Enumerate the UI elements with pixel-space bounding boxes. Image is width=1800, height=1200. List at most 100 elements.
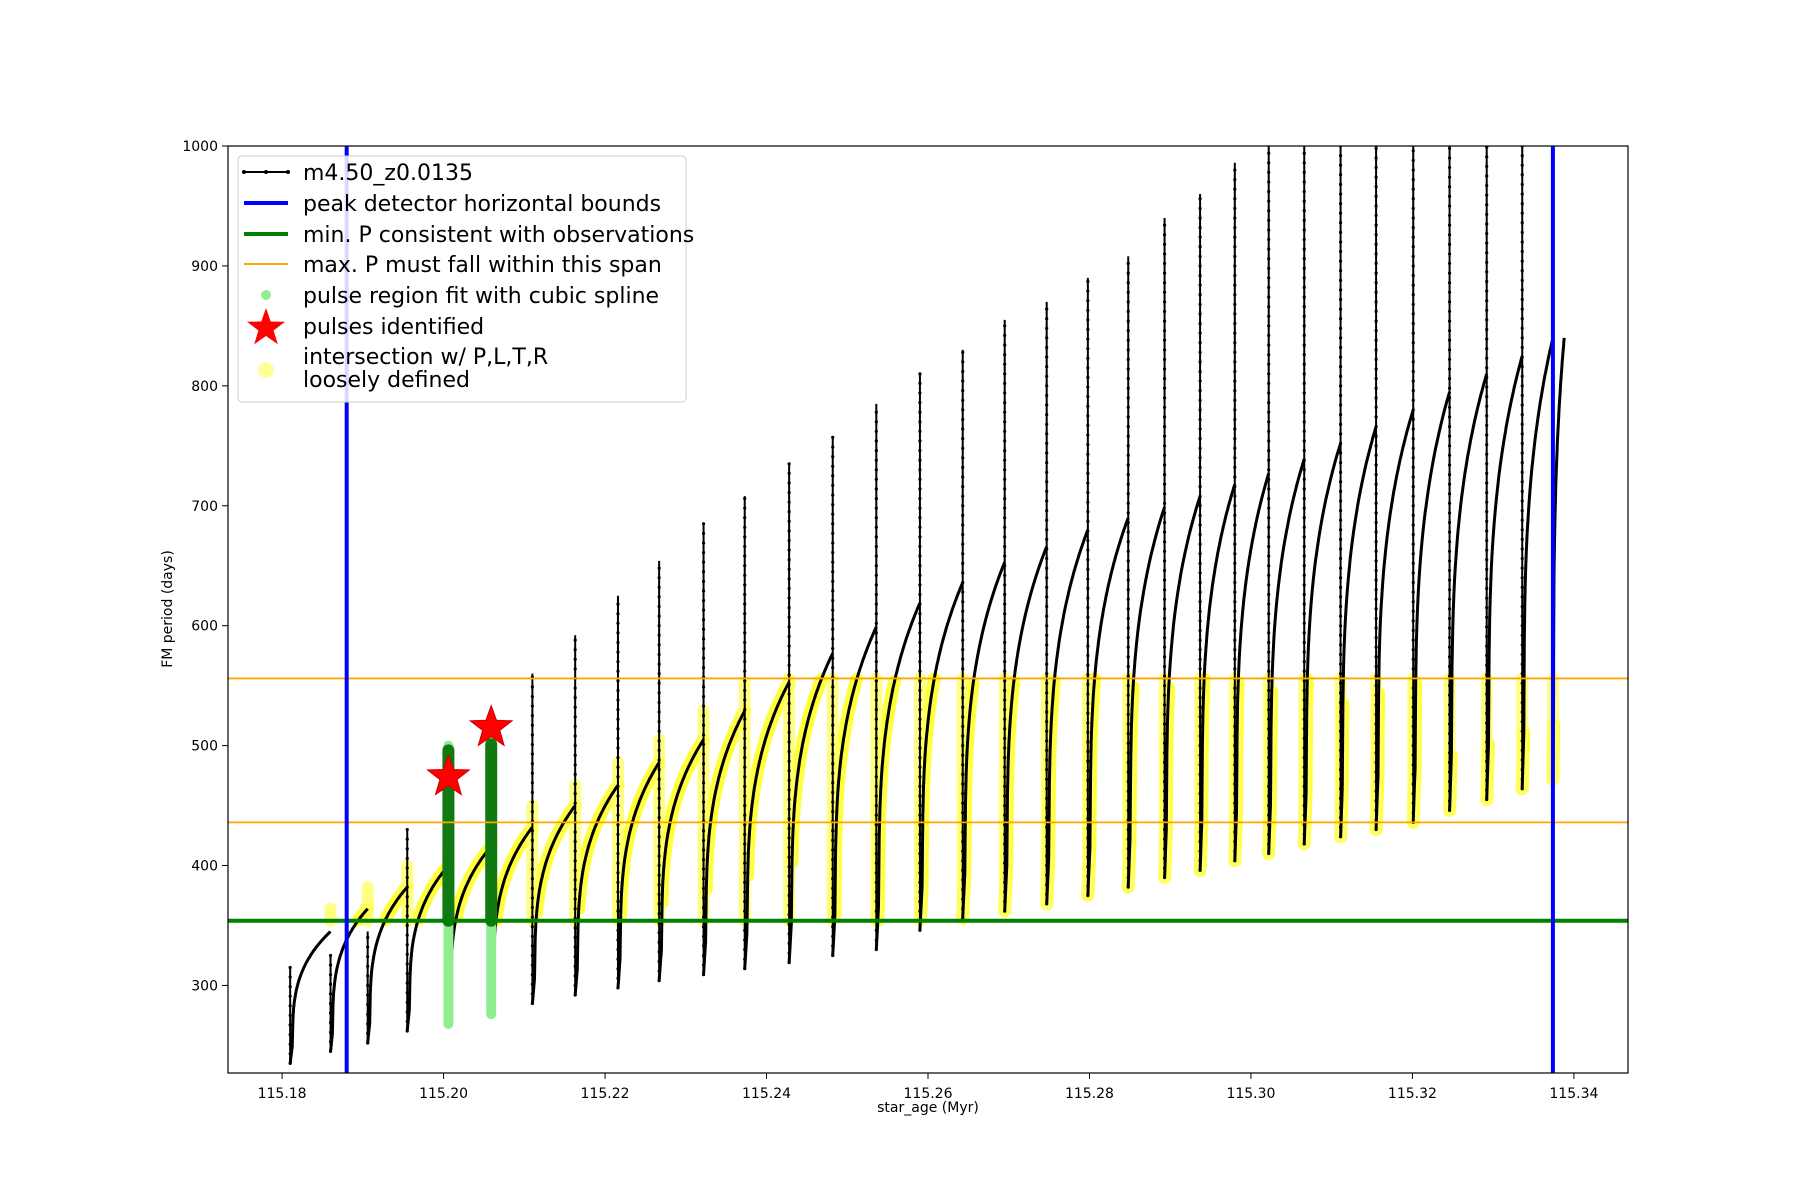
legend-handle-bigdot — [258, 362, 274, 378]
model-point — [1374, 607, 1378, 611]
model-point — [657, 710, 661, 714]
model-point — [1233, 283, 1237, 287]
model-point — [1198, 293, 1202, 297]
model-point — [1302, 803, 1306, 808]
model-point — [1086, 299, 1090, 303]
model-point — [1485, 366, 1489, 370]
model-point — [787, 538, 791, 543]
model-point — [1374, 626, 1378, 630]
model-point — [1447, 511, 1452, 515]
model-cycle-30 — [1485, 355, 1524, 800]
model-point — [1374, 789, 1378, 793]
model-point — [530, 925, 534, 929]
legend-marker — [264, 170, 268, 174]
model-point — [657, 662, 661, 666]
model-point — [1198, 580, 1202, 585]
model-point — [1162, 492, 1167, 496]
model-point — [831, 752, 835, 756]
model-point — [1162, 770, 1167, 774]
model-point — [1198, 408, 1202, 412]
x-tick-label: 115.34 — [1549, 1086, 1598, 1102]
model-point — [573, 696, 577, 700]
model-point — [366, 1041, 370, 1045]
model-point — [1198, 504, 1202, 508]
model-point — [1045, 556, 1049, 561]
model-point — [1162, 233, 1167, 237]
model-point — [743, 688, 747, 693]
model-point — [616, 727, 620, 731]
model-point — [1411, 657, 1415, 661]
model-point — [743, 525, 747, 529]
model-point — [1485, 740, 1489, 744]
model-point — [961, 724, 965, 729]
model-point — [1302, 784, 1306, 788]
model-point — [616, 756, 620, 760]
model-point — [961, 696, 965, 700]
model-point — [1233, 532, 1237, 537]
model-point — [701, 694, 706, 699]
model-cycle-10 — [702, 710, 747, 975]
model-point — [366, 1031, 370, 1036]
model-point — [405, 943, 409, 947]
model-point — [1126, 261, 1130, 266]
model-point — [1233, 360, 1237, 364]
model-point — [1003, 871, 1007, 875]
model-point — [961, 580, 965, 585]
model-point — [874, 544, 878, 549]
model-point — [918, 871, 922, 875]
model-point — [1338, 422, 1343, 426]
model-point — [657, 739, 661, 743]
model-point — [918, 506, 922, 510]
model-point — [1126, 655, 1130, 659]
model-point — [701, 934, 706, 938]
model-point — [1520, 192, 1524, 196]
model-point — [1302, 237, 1306, 242]
model-point — [1338, 566, 1343, 570]
model-point — [530, 848, 534, 852]
model-point — [573, 849, 577, 853]
model-point — [874, 784, 878, 788]
model-point — [787, 769, 791, 773]
x-axis: 115.18 115.20 115.22 115.24 115.26 115.28 115.… — [258, 1073, 1598, 1102]
legend-marker — [286, 170, 290, 174]
model-point — [1267, 698, 1271, 702]
model-point — [1233, 187, 1237, 191]
model-point — [1086, 529, 1090, 533]
model-point — [1520, 403, 1524, 407]
model-point — [1338, 173, 1343, 177]
model-point — [1003, 842, 1007, 846]
model-point — [1302, 487, 1306, 491]
model-point — [1162, 741, 1167, 745]
model-point — [1086, 462, 1090, 466]
model-point — [918, 756, 922, 760]
model-point — [657, 585, 661, 589]
model-point — [1338, 307, 1343, 311]
model-point — [918, 717, 922, 721]
model-point — [1233, 321, 1237, 326]
model-point — [1126, 664, 1130, 669]
model-point — [1086, 452, 1090, 456]
model-cycle-6 — [530, 804, 577, 1004]
model-point — [831, 522, 835, 526]
legend-label: max. P must fall within this span — [303, 253, 662, 278]
model-point — [1447, 242, 1452, 246]
model-point — [1003, 784, 1007, 788]
model-point — [1374, 760, 1378, 765]
model-point — [743, 861, 747, 865]
model-point — [1086, 893, 1090, 898]
model-point — [1267, 228, 1271, 232]
model-point — [1302, 583, 1306, 587]
model-point — [1374, 242, 1378, 246]
model-point — [787, 836, 791, 840]
model-point — [1198, 427, 1202, 431]
model-point — [1126, 425, 1130, 429]
model-point — [1086, 433, 1090, 437]
model-point — [1447, 309, 1452, 314]
model-point — [1338, 489, 1343, 493]
model-point — [1485, 289, 1489, 293]
model-point — [1162, 386, 1167, 390]
model-point — [1233, 427, 1237, 431]
model-point — [1162, 588, 1167, 592]
model-point — [1233, 744, 1237, 748]
model-point — [1162, 520, 1167, 525]
